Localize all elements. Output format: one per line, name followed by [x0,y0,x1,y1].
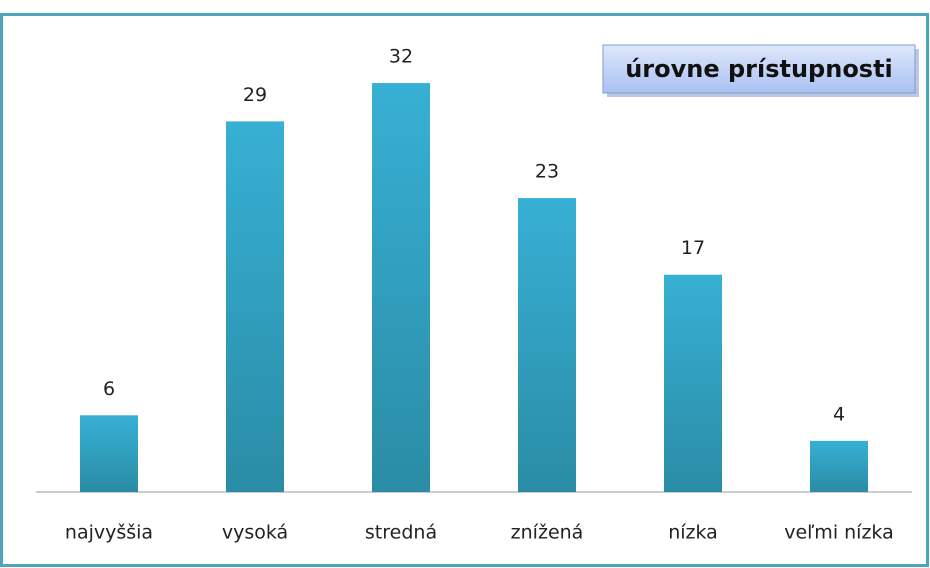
bar [810,440,868,492]
value-label: 17 [681,237,705,259]
x-tick-label: stredná [365,522,437,544]
frame [0,13,929,567]
x-tick-label: vysoká [222,522,288,544]
x-tick-label: veľmi nízka [784,522,894,544]
value-label: 23 [535,161,559,183]
bar [664,274,722,492]
legend-box [602,44,916,94]
legend-label: úrovne prístupnosti [625,55,893,83]
value-label: 4 [833,403,845,425]
bar [80,415,138,492]
bar [372,83,430,492]
value-label: 6 [103,378,115,400]
x-tick-label: znížená [511,522,584,544]
value-label: 32 [389,46,413,68]
bar [226,121,284,492]
x-tick-label: nízka [668,522,718,544]
bar [518,198,576,492]
x-tick-label: najvyššia [65,522,153,544]
value-label: 29 [243,84,267,106]
